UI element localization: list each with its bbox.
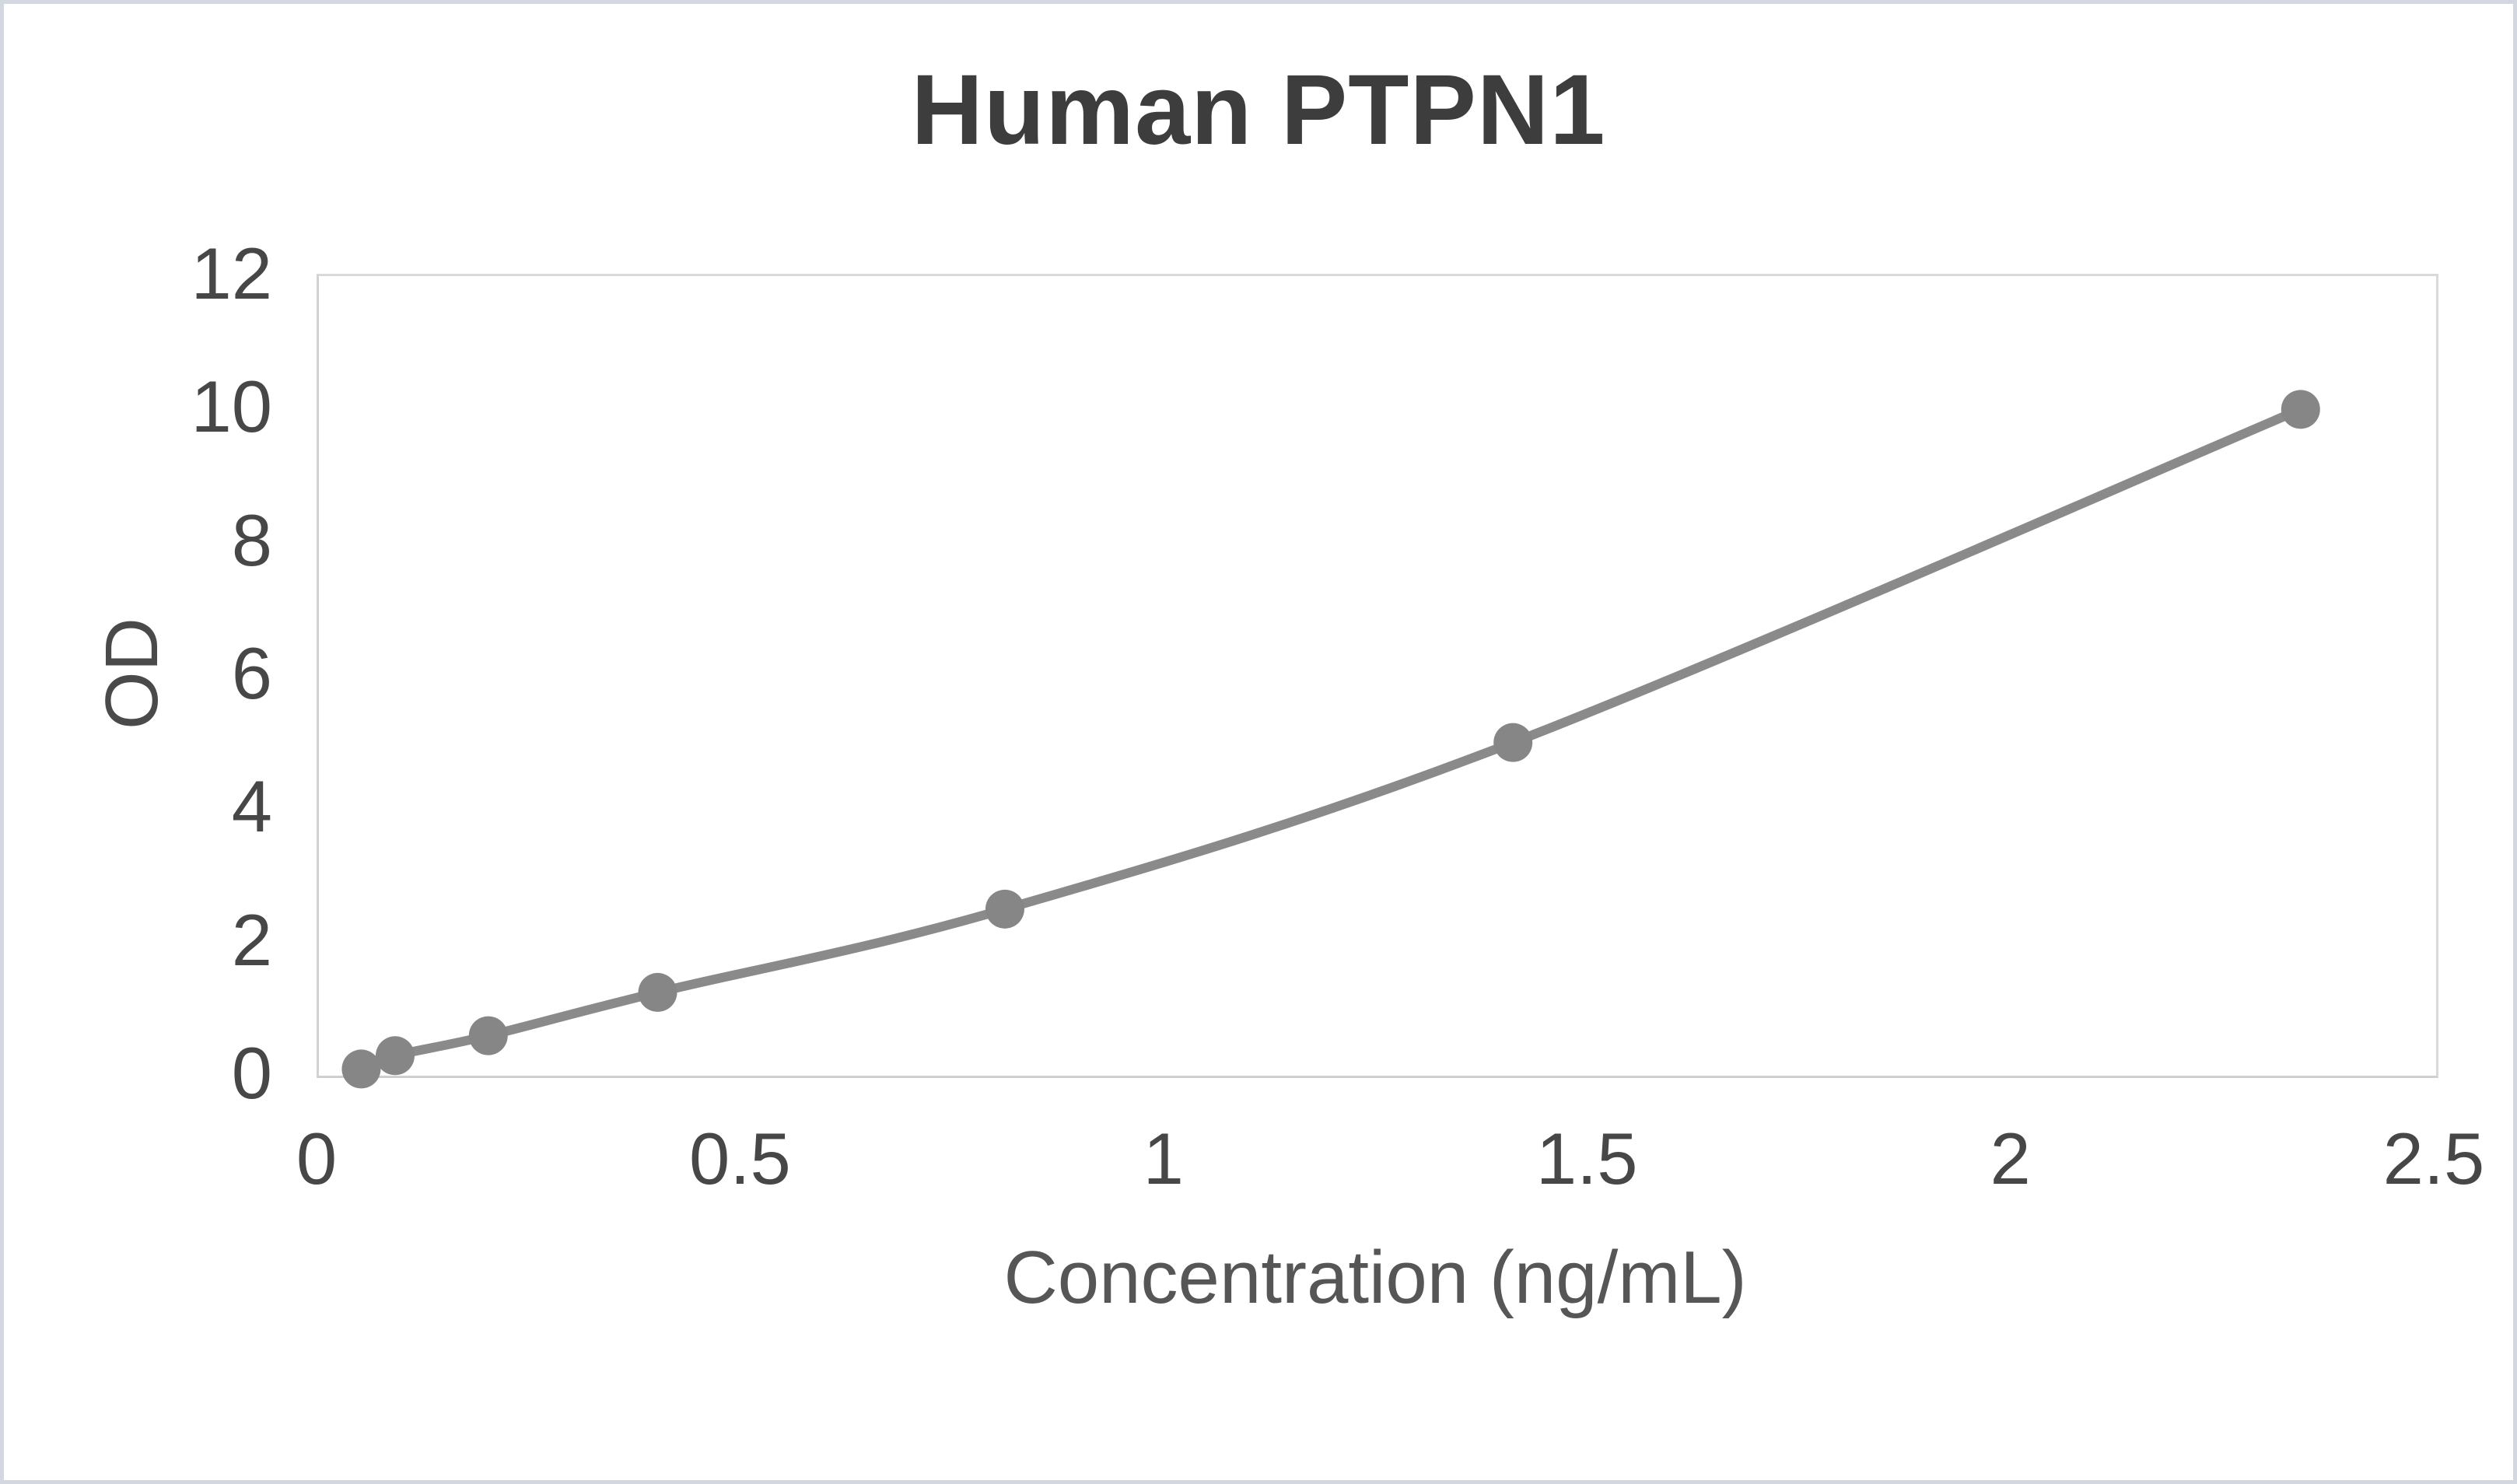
x-tick-label: 0 — [296, 1118, 338, 1199]
x-tick-label: 1 — [1143, 1118, 1184, 1199]
plot-area — [317, 274, 2438, 1089]
y-tick-label: 6 — [231, 632, 272, 714]
x-tick-label: 1.5 — [1535, 1118, 1638, 1199]
x-axis-title: Concentration (ng/mL) — [1003, 1236, 1747, 1319]
x-tick-label: 2 — [1990, 1118, 2031, 1199]
standard-curve-line — [356, 404, 2305, 1074]
x-tick-label: 2.5 — [2382, 1118, 2485, 1199]
data-point-marker — [2281, 390, 2320, 429]
y-tick-label: 2 — [231, 898, 272, 981]
data-point-marker — [985, 889, 1024, 929]
y-axis-title: OD — [90, 618, 173, 730]
y-tick-label: 0 — [231, 1032, 272, 1114]
y-tick-label: 8 — [231, 499, 272, 581]
y-tick-label: 4 — [231, 765, 272, 848]
data-point-marker — [375, 1036, 415, 1076]
plot-canvas — [341, 390, 2320, 1089]
data-point-marker — [638, 972, 677, 1012]
data-point-marker — [341, 1049, 381, 1089]
x-tick-label: 0.5 — [689, 1118, 791, 1199]
y-tick-label: 12 — [191, 233, 272, 314]
data-point-marker — [1493, 723, 1533, 762]
data-point-marker — [468, 1016, 508, 1055]
y-tick-label: 10 — [191, 366, 272, 448]
chart-title: Human PTPN1 — [911, 54, 1606, 166]
